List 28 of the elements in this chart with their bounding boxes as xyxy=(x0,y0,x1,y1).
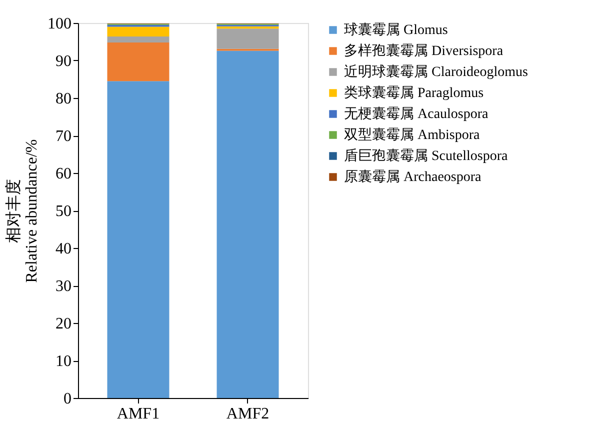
y-tick-label: 80 xyxy=(56,90,72,108)
y-tick-label: 40 xyxy=(56,240,72,258)
legend-label: 原囊霉属 Archaeospora xyxy=(344,169,482,185)
y-tick-label: 30 xyxy=(56,278,72,295)
x-tick-label: AMF1 xyxy=(116,406,160,422)
y-tick-label: 70 xyxy=(56,128,72,145)
y-axis-title: 相对丰度 Relative abundance/% xyxy=(4,139,40,283)
legend-label: 双型囊霉属 Ambispora xyxy=(344,127,480,143)
y-tick-label: 0 xyxy=(64,390,72,408)
y-tick-label: 90 xyxy=(56,53,72,70)
legend-label: 多样孢囊霉属 Diversispora xyxy=(344,43,504,59)
legend-label: 盾巨孢囊霉属 Scutellospora xyxy=(344,148,508,164)
y-tick-label: 20 xyxy=(56,316,72,332)
legend-label: 球囊霉属 Glomus xyxy=(344,22,448,38)
x-tick-label: AMF2 xyxy=(226,406,270,422)
legend-label: 类球囊霉属 Paraglomus xyxy=(344,85,484,101)
y-tick-label: 100 xyxy=(48,16,72,32)
bar xyxy=(107,81,170,398)
y-tick-label: 50 xyxy=(56,203,72,220)
y-tick-label: 10 xyxy=(56,353,72,370)
bar xyxy=(107,26,170,36)
legend-label: 近明球囊霉属 Claroideoglomus xyxy=(344,64,528,80)
bar xyxy=(107,42,170,82)
bar xyxy=(107,36,170,42)
y-tick-label: 60 xyxy=(56,166,72,182)
legend-label: 无梗囊霉属 Acaulospora xyxy=(344,106,490,122)
bar xyxy=(216,28,279,49)
bar xyxy=(216,50,279,398)
